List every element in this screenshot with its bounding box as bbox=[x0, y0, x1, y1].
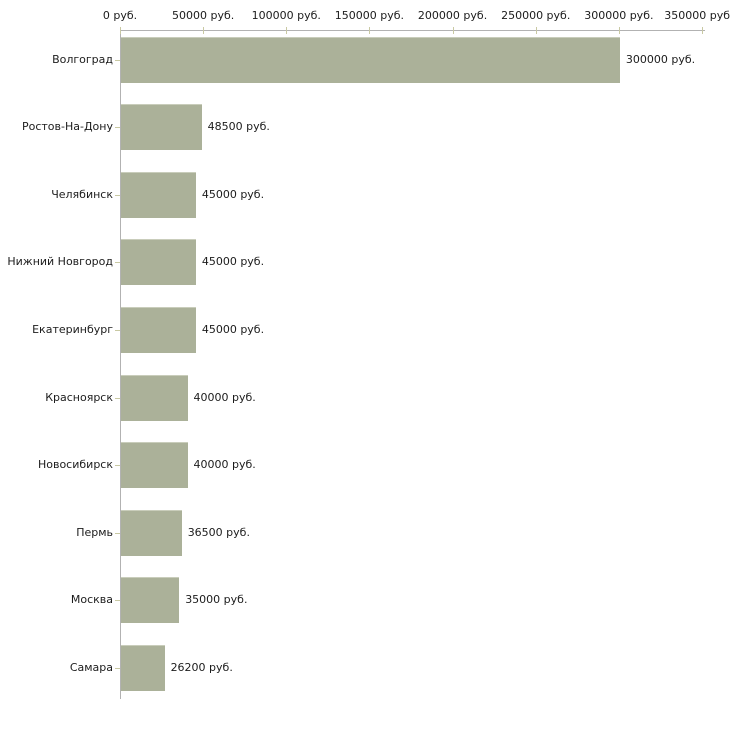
y-axis-tick bbox=[115, 262, 120, 264]
value-label: 300000 руб. bbox=[625, 52, 696, 66]
bar bbox=[121, 36, 620, 83]
value-label: 40000 руб. bbox=[193, 390, 256, 404]
bar bbox=[121, 239, 196, 286]
y-axis-tick bbox=[115, 59, 120, 61]
bar bbox=[121, 442, 188, 489]
x-axis-tick-label: 350000 руб bbox=[664, 9, 730, 22]
value-label: 45000 руб. bbox=[201, 322, 265, 336]
category-label: Москва bbox=[70, 593, 113, 607]
value-label: 48500 руб. bbox=[207, 120, 270, 134]
category-label: Нижний Новгород bbox=[7, 255, 113, 269]
y-axis-tick bbox=[115, 329, 120, 331]
x-axis-tick-label: 200000 руб. bbox=[417, 9, 488, 22]
y-axis-tick bbox=[115, 465, 120, 467]
value-label: 40000 руб. bbox=[193, 458, 256, 472]
category-label: Новосибирск bbox=[37, 458, 113, 472]
y-axis-tick bbox=[115, 194, 120, 196]
category-label: Самара bbox=[69, 660, 113, 674]
y-axis-tick bbox=[115, 127, 120, 129]
value-label: 26200 руб. bbox=[170, 660, 233, 674]
x-axis-tick-label: 300000 руб. bbox=[584, 9, 654, 22]
bar bbox=[121, 577, 180, 624]
value-label: 45000 руб. bbox=[201, 255, 265, 269]
bar bbox=[121, 374, 188, 421]
value-label: 36500 руб. bbox=[187, 525, 250, 539]
bar bbox=[121, 104, 202, 151]
x-axis-tick bbox=[369, 27, 371, 34]
bar bbox=[121, 509, 182, 556]
x-axis-tick-label: 100000 руб. bbox=[251, 9, 321, 22]
y-axis-tick bbox=[115, 600, 120, 602]
x-axis-tick-label: 150000 руб. bbox=[334, 9, 405, 22]
bar bbox=[121, 306, 196, 353]
y-axis-tick bbox=[115, 397, 120, 399]
x-axis-tick bbox=[702, 27, 703, 34]
x-axis-tick bbox=[203, 27, 205, 34]
y-axis-tick bbox=[115, 532, 120, 534]
value-label: 35000 руб. bbox=[185, 593, 248, 607]
x-axis-tick-label: 50000 руб. bbox=[172, 9, 235, 22]
x-axis-tick bbox=[286, 27, 288, 34]
value-label: 45000 руб. bbox=[201, 187, 265, 201]
category-label: Ростов-На-Дону bbox=[21, 120, 113, 134]
x-axis-tick bbox=[535, 27, 537, 34]
x-axis-tick bbox=[120, 27, 121, 34]
x-axis-tick-label: 250000 руб. bbox=[501, 9, 571, 22]
x-axis-line bbox=[120, 30, 705, 31]
category-label: Екатеринбург bbox=[32, 322, 113, 336]
category-label: Челябинск bbox=[51, 187, 113, 201]
x-axis-tick bbox=[618, 27, 620, 34]
y-axis-tick bbox=[115, 667, 120, 669]
category-label: Красноярск bbox=[45, 390, 113, 404]
y-axis-line bbox=[120, 31, 121, 699]
category-label: Волгоград bbox=[52, 52, 113, 66]
x-axis-tick bbox=[452, 27, 454, 34]
bar bbox=[121, 171, 196, 218]
bar bbox=[121, 644, 165, 691]
category-label: Пермь bbox=[76, 525, 113, 539]
x-axis-tick-label: 0 руб. bbox=[102, 9, 138, 22]
